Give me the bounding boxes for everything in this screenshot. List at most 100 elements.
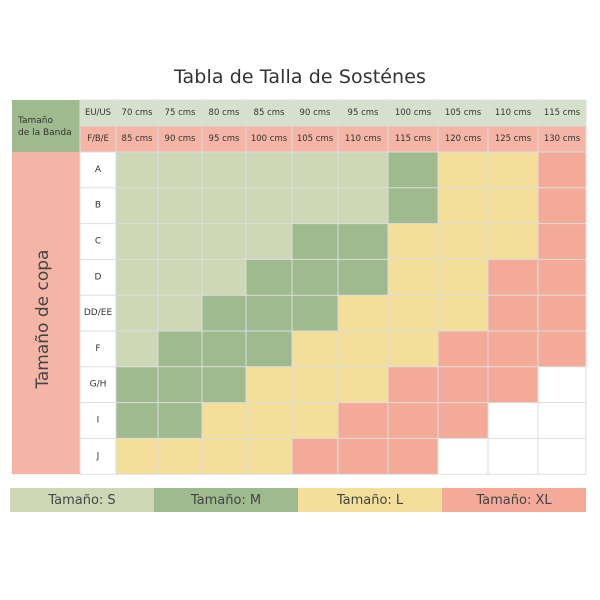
size-cell <box>438 331 488 367</box>
band-size-value: 110 cms <box>495 108 532 118</box>
size-cell <box>538 152 586 188</box>
size-cell <box>116 295 158 331</box>
size-cell <box>292 152 338 188</box>
size-cell <box>388 402 438 439</box>
size-cell <box>158 152 202 188</box>
size-cell <box>538 438 586 475</box>
cup-label: F <box>95 344 100 354</box>
size-cell <box>488 438 538 475</box>
band-size-value: 95 cms <box>348 108 379 118</box>
size-cell <box>158 438 202 475</box>
size-cell <box>158 223 202 260</box>
size-cell <box>202 438 246 475</box>
size-cell <box>338 331 388 367</box>
band-size-value: 130 cms <box>544 134 581 144</box>
size-cell <box>438 402 488 439</box>
size-cell <box>246 187 292 224</box>
size-cell <box>292 331 338 367</box>
size-cell <box>158 331 202 367</box>
size-cell <box>116 331 158 367</box>
size-cell <box>488 259 538 296</box>
band-size-value: 90 cms <box>165 134 196 144</box>
size-cell <box>538 366 586 403</box>
legend-label-m: Tamaño: M <box>190 492 262 508</box>
size-cell <box>202 259 246 296</box>
size-cell <box>116 438 158 475</box>
size-cell <box>246 331 292 367</box>
band-system-label-2: F/B/E <box>87 134 109 144</box>
band-size-value: 85 cms <box>254 108 285 118</box>
size-cell <box>116 187 158 224</box>
cup-label-cell <box>80 152 116 188</box>
size-cell <box>202 366 246 403</box>
band-size-value: 85 cms <box>122 134 153 144</box>
size-cell <box>246 223 292 260</box>
size-cell <box>538 402 586 439</box>
band-size-value: 90 cms <box>300 108 331 118</box>
size-cell <box>438 152 488 188</box>
size-cell <box>338 402 388 439</box>
size-cell <box>538 331 586 367</box>
legend-label-xl: Tamaño: XL <box>476 492 552 508</box>
size-cell <box>388 331 438 367</box>
page-title: Tabla de Talla de Sosténes <box>173 66 426 88</box>
band-row-2-bg <box>80 126 586 152</box>
size-cell <box>202 152 246 188</box>
size-cell <box>538 223 586 260</box>
size-cell <box>488 152 538 188</box>
band-size-value: 115 cms <box>544 108 581 118</box>
size-cell <box>388 187 438 224</box>
band-size-value: 100 cms <box>251 134 288 144</box>
band-size-value: 105 cms <box>297 134 334 144</box>
size-cell <box>202 402 246 439</box>
legend-item-m: Tamaño: M <box>154 488 298 512</box>
size-cell <box>388 438 438 475</box>
size-cell <box>338 438 388 475</box>
cup-label-cell <box>80 366 116 403</box>
cup-label-cell <box>80 187 116 224</box>
size-cell <box>246 259 292 296</box>
size-cell <box>438 438 488 475</box>
size-cell <box>246 152 292 188</box>
size-cell <box>438 223 488 260</box>
size-cell <box>388 366 438 403</box>
size-cell <box>438 295 488 331</box>
band-system-label-1: EU/US <box>85 108 111 118</box>
band-size-header-label: Tamaño de la Banda <box>17 116 72 138</box>
legend-item-s: Tamaño: S <box>10 488 154 512</box>
size-cell <box>202 187 246 224</box>
size-cell <box>158 259 202 296</box>
size-cell <box>388 223 438 260</box>
size-cell <box>438 187 488 224</box>
band-size-value: 115 cms <box>395 134 432 144</box>
size-cell <box>116 152 158 188</box>
size-cell <box>338 295 388 331</box>
band-size-value: 75 cms <box>165 108 196 118</box>
size-cell <box>438 259 488 296</box>
size-cell <box>292 295 338 331</box>
size-cell <box>488 402 538 439</box>
legend-item-xl: Tamaño: XL <box>442 488 586 512</box>
size-cell <box>292 259 338 296</box>
size-cell <box>202 295 246 331</box>
size-cell <box>202 331 246 367</box>
size-cell <box>116 259 158 296</box>
size-cell <box>338 223 388 260</box>
cup-label-cell <box>80 223 116 260</box>
size-cell <box>338 187 388 224</box>
size-cell <box>292 187 338 224</box>
size-cell <box>438 366 488 403</box>
size-legend: Tamaño: S Tamaño: M Tamaño: L Tamaño: XL <box>10 488 586 512</box>
cup-label-cell <box>80 402 116 439</box>
band-size-value: 110 cms <box>345 134 382 144</box>
cup-label-cell <box>80 438 116 475</box>
legend-label-l: Tamaño: L <box>336 492 404 508</box>
cup-label: D <box>95 272 102 282</box>
size-cell <box>538 295 586 331</box>
size-cell <box>246 295 292 331</box>
size-cell <box>388 295 438 331</box>
band-size-value: 120 cms <box>445 134 482 144</box>
cup-size-axis-label: Tamaño de copa <box>33 250 53 390</box>
size-cell <box>388 259 438 296</box>
size-cell <box>158 366 202 403</box>
